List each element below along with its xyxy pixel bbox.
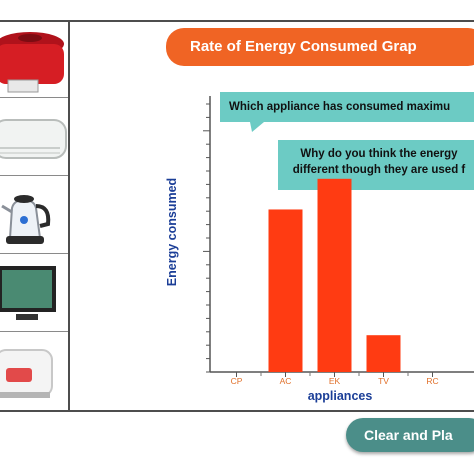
appliance-cell-air-conditioner[interactable] — [0, 100, 68, 176]
air-conditioner-icon — [0, 119, 67, 159]
x-axis-label: appliances — [307, 389, 373, 403]
television-icon — [0, 266, 56, 320]
appliance-cell-television[interactable] — [0, 256, 68, 332]
question-2-line-2: different though they are used f — [292, 164, 466, 176]
electric-kettle-icon — [1, 195, 51, 244]
question-bubble-1: Which appliance has consumed maximu — [220, 92, 474, 122]
appliance-cell-electric-kettle[interactable] — [0, 178, 68, 254]
question-2-line-1: Why do you think the energy — [300, 148, 458, 160]
bar-ac — [268, 209, 303, 372]
appliance-cell-rice-cooker[interactable] — [0, 22, 68, 98]
rice-cooker-icon — [0, 32, 64, 93]
x-tick-label-rc: RC — [426, 376, 438, 386]
rice-cooker-small-icon — [0, 349, 53, 398]
y-axis-label: Energy consumed — [165, 177, 179, 287]
appliance-cell-rice-cooker-small[interactable] — [0, 334, 68, 410]
clear-and-play-button[interactable]: Clear and Pla — [346, 418, 474, 452]
question-1-text: Which appliance has consumed maximu — [229, 101, 451, 113]
x-tick-label-cp: CP — [231, 376, 243, 386]
bar-ek — [317, 178, 352, 372]
graph-title: Rate of Energy Consumed Grap — [166, 28, 474, 66]
bar-tv — [366, 335, 401, 372]
appliance-strip — [0, 20, 70, 412]
x-tick-label-ek: EK — [329, 376, 341, 386]
question-bubble-2: Why do you think the energy different th… — [278, 140, 474, 190]
x-tick-label-tv: TV — [378, 376, 389, 386]
graph-panel — [70, 20, 474, 412]
x-tick-label-ac: AC — [280, 376, 292, 386]
bubble-1-tail — [250, 122, 264, 132]
